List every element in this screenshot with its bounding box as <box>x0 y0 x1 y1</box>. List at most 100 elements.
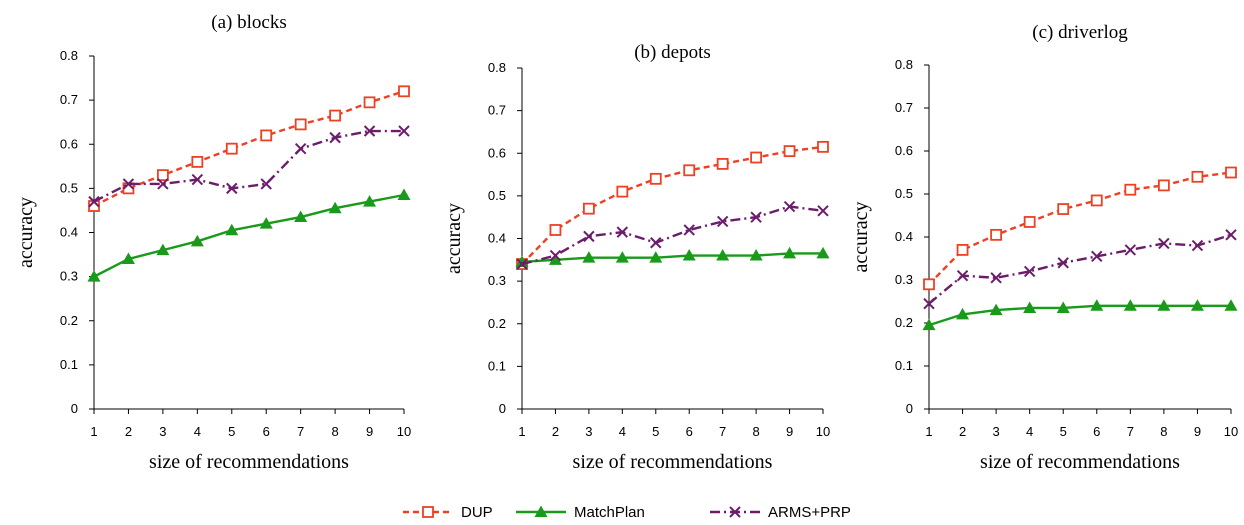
x-tick-label: 5 <box>228 424 235 439</box>
data-point-dup <box>750 151 763 164</box>
data-point-matchplan <box>121 252 135 264</box>
data-point-arms-prp <box>398 125 410 137</box>
data-point-matchplan <box>682 249 696 261</box>
data-point-arms-prp <box>923 297 935 310</box>
x-tick-label: 6 <box>1093 424 1100 439</box>
legend-marker <box>534 505 548 517</box>
data-point-dup <box>398 85 410 98</box>
legend-label: ARMS+PRP <box>768 504 851 521</box>
y-tick-label: 0.5 <box>60 180 78 195</box>
x-tick-label: 8 <box>752 424 759 439</box>
x-tick-label: 1 <box>90 424 97 439</box>
y-tick-label: 0.4 <box>488 231 506 246</box>
x-tick-label: 6 <box>263 424 270 439</box>
y-tick-label: 0.2 <box>895 315 913 330</box>
x-tick-label: 10 <box>816 424 830 439</box>
y-tick-label: 0.4 <box>895 229 913 244</box>
data-point-matchplan <box>397 188 411 200</box>
data-point-matchplan <box>615 251 629 263</box>
legend-marker <box>729 506 741 518</box>
data-point-matchplan <box>548 253 562 265</box>
data-point-matchplan <box>363 195 377 207</box>
data-point-matchplan <box>922 318 936 331</box>
x-tick-label: 1 <box>925 424 932 439</box>
x-tick-label: 8 <box>1160 424 1167 439</box>
chart-panel-3: (c) driverlog 0 0.1 0.2 0.3 0.4 0.5 0.6 0.7 0.8 1 2… <box>850 22 1238 473</box>
y-tick-label: 0 <box>906 401 913 416</box>
series-arms-prp <box>88 125 410 208</box>
series-matchplan <box>515 246 830 267</box>
y-tick-label: 0.2 <box>488 316 506 331</box>
data-point-dup <box>1124 183 1137 196</box>
data-point-arms-prp <box>956 269 969 282</box>
y-tick-label: 0.7 <box>60 92 78 107</box>
data-point-dup <box>783 145 796 158</box>
data-point-dup <box>549 224 562 236</box>
data-point-matchplan <box>156 243 170 256</box>
data-point-arms-prp <box>683 224 695 236</box>
y-tick-label: 0.2 <box>60 313 78 328</box>
x-tick-label: 7 <box>297 424 304 439</box>
data-point-matchplan <box>259 217 273 229</box>
x-tick-label: 9 <box>786 424 793 439</box>
data-point-arms-prp <box>516 258 528 270</box>
x-tick-label: 9 <box>366 424 373 439</box>
y-tick-label: 0.3 <box>488 273 506 288</box>
legend-item-matchplan: MatchPlan <box>516 504 645 521</box>
chart-panel-1: (a) blocks 0 0.1 0.2 0.3 0.4 0.5 0.6 0.7 0.8 1 2 3 4 5… <box>15 12 411 473</box>
x-tick-label: 7 <box>1127 424 1134 439</box>
chart-panel-2: (b) depots 0 0.1 0.2 0.3 0.4 0.5 0.6 0.7 0.8 1 2 3 4 5… <box>443 42 830 473</box>
data-point-arms-prp <box>122 178 135 190</box>
chart-title: (c) driverlog <box>1032 22 1128 43</box>
data-point-dup <box>956 243 969 256</box>
data-point-arms-prp <box>783 200 796 213</box>
x-tick-label: 5 <box>1060 424 1067 439</box>
data-point-dup <box>294 118 307 131</box>
series-line-matchplan <box>93 193 405 278</box>
x-tick-label: 2 <box>125 424 132 439</box>
data-point-dup <box>990 228 1003 241</box>
data-point-dup <box>683 164 696 177</box>
y-axis-label: accuracy <box>15 197 37 268</box>
x-tick-label: 7 <box>719 424 726 439</box>
x-axis-label: size of recommendations <box>573 451 773 473</box>
data-point-arms-prp <box>226 182 238 195</box>
y-tick-label: 0.6 <box>60 136 78 151</box>
data-point-dup <box>1225 166 1237 179</box>
series-line-arms-prp <box>93 129 404 203</box>
data-point-matchplan <box>328 201 342 214</box>
y-tick-label: 0.7 <box>488 103 506 118</box>
legend-item-arms-prp: ARMS+PRP <box>710 504 851 521</box>
legend-marker <box>422 506 434 518</box>
legend: DUP MatchPlan ARMS+PRP <box>403 504 851 521</box>
data-point-arms-prp <box>1191 239 1204 252</box>
data-point-arms-prp <box>1124 244 1137 256</box>
data-point-arms-prp <box>817 205 829 217</box>
x-tick-label: 3 <box>159 424 166 439</box>
data-point-matchplan <box>1224 299 1238 311</box>
data-point-dup <box>616 185 629 198</box>
data-point-matchplan <box>225 223 239 236</box>
data-point-matchplan <box>783 246 797 259</box>
data-point-arms-prp <box>1091 250 1103 263</box>
data-point-dup <box>260 129 273 142</box>
series-line-dup <box>93 90 405 208</box>
data-point-matchplan <box>582 251 596 263</box>
data-point-arms-prp <box>616 226 629 238</box>
data-point-dup <box>1090 194 1103 207</box>
y-tick-label: 0.8 <box>488 60 506 75</box>
series-dup <box>88 85 410 212</box>
data-point-dup <box>156 169 169 182</box>
y-axis-label: accuracy <box>850 201 872 272</box>
x-tick-label: 3 <box>585 424 592 439</box>
y-tick-label: 0.6 <box>488 145 506 160</box>
data-point-matchplan <box>989 303 1003 316</box>
series-line-matchplan <box>521 252 823 264</box>
y-tick-label: 0 <box>499 401 506 416</box>
y-tick-label: 0.1 <box>60 357 78 372</box>
data-point-matchplan <box>816 246 830 259</box>
data-point-arms-prp <box>750 211 762 223</box>
legend-label: MatchPlan <box>574 504 645 521</box>
x-tick-label: 9 <box>1194 424 1201 439</box>
